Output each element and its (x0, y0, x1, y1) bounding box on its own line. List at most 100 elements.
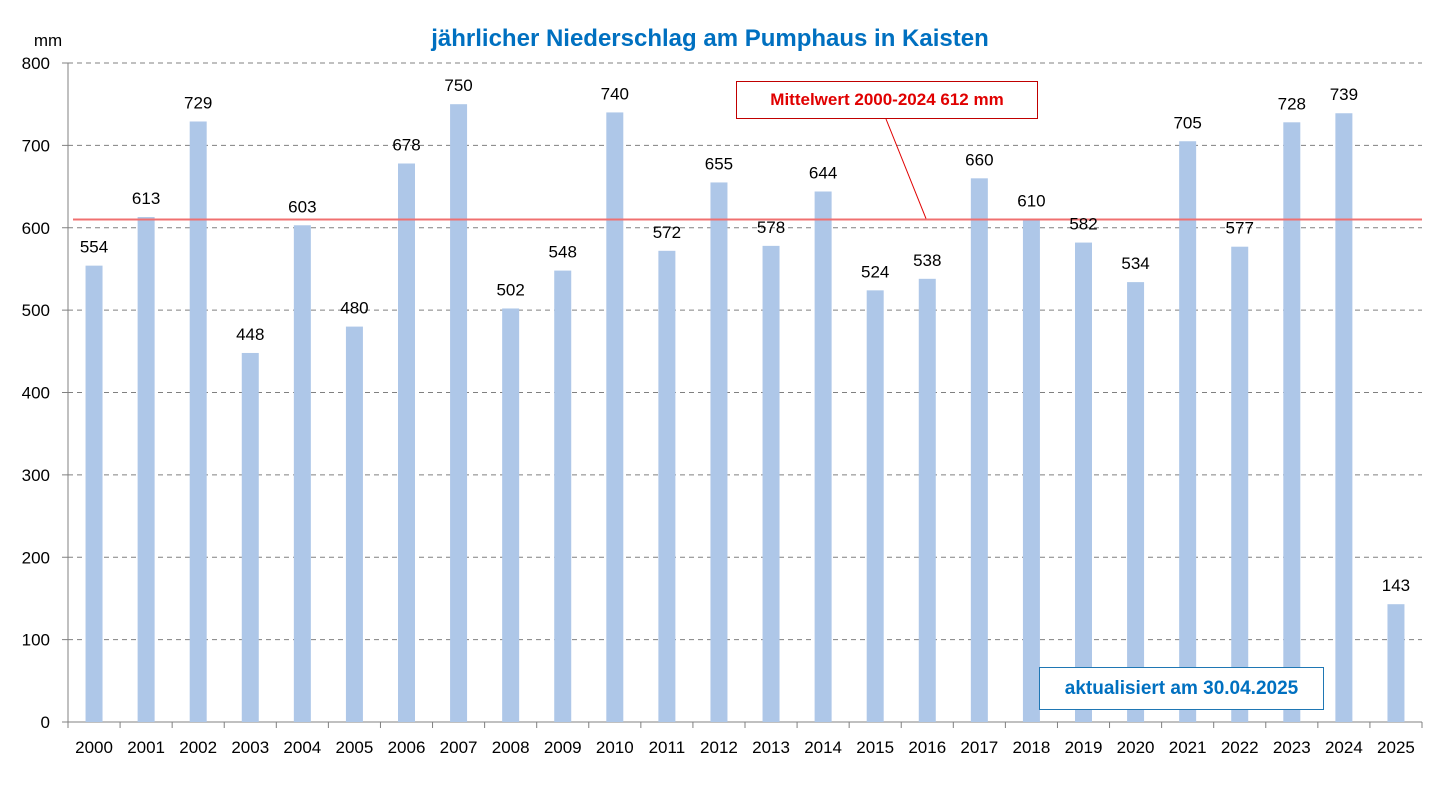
x-tick-label: 2008 (492, 738, 530, 757)
data-label: 548 (549, 243, 577, 262)
bar-2019 (1075, 242, 1092, 722)
x-tick-label: 2024 (1325, 738, 1363, 757)
y-tick-labels: 0 100 200 300 400 500 600 700 800 (22, 54, 50, 732)
x-tick-label: 2004 (283, 738, 321, 757)
bar-2008 (502, 308, 520, 722)
x-tick-label: 2003 (231, 738, 269, 757)
x-tick-label: 2007 (440, 738, 478, 757)
x-tick-label: 2005 (336, 738, 374, 757)
bar-2007 (450, 104, 468, 722)
y-tick-label: 300 (22, 466, 50, 485)
y-tick-label: 600 (22, 219, 50, 238)
bar-2023 (1283, 122, 1301, 722)
x-tick-label: 2010 (596, 738, 634, 757)
x-tick-label: 2012 (700, 738, 738, 757)
y-tick-label: 500 (22, 301, 50, 320)
y-tick-label: 0 (41, 713, 50, 732)
x-tick-labels: 2000 2001 2002 2003 2004 2005 2006 2007 2008 2009… (75, 738, 1415, 757)
y-tick-label: 200 (22, 548, 50, 567)
data-label: 740 (601, 84, 629, 103)
bar-2005 (345, 326, 363, 722)
data-label: 554 (80, 238, 108, 257)
data-label: 502 (496, 280, 524, 299)
mean-callout-leader (885, 118, 927, 219)
x-tick-label: 2019 (1065, 738, 1103, 757)
x-tick-label: 2015 (856, 738, 894, 757)
bar-2009 (554, 270, 572, 722)
bar-2024 (1335, 113, 1353, 722)
x-tick-label: 2018 (1013, 738, 1051, 757)
bar-2013 (762, 245, 780, 722)
x-tick-label: 2017 (960, 738, 998, 757)
bars (85, 104, 1405, 723)
data-label: 705 (1173, 113, 1201, 132)
y-tick-label: 100 (22, 631, 50, 650)
data-label: 603 (288, 197, 316, 216)
data-label: 480 (340, 299, 368, 318)
mean-annotation: Mittelwert 2000-2024 612 mm (736, 81, 1038, 119)
data-label: 678 (392, 135, 420, 154)
data-label: 660 (965, 150, 993, 169)
updated-note: aktualisiert am 30.04.2025 (1039, 667, 1324, 710)
x-tick-label: 2025 (1377, 738, 1415, 757)
bar-2017 (970, 178, 988, 722)
x-tick-label: 2006 (388, 738, 426, 757)
y-tick-label: 400 (22, 384, 50, 403)
bar-2010 (606, 112, 624, 723)
gridlines (68, 62, 1422, 641)
x-tick-label: 2000 (75, 738, 113, 757)
data-label: 524 (861, 262, 889, 281)
x-tick-label: 2020 (1117, 738, 1155, 757)
x-tick-label: 2023 (1273, 738, 1311, 757)
x-tick-label: 2014 (804, 738, 842, 757)
bar-2000 (85, 265, 103, 722)
data-label: 729 (184, 93, 212, 112)
bar-2003 (241, 352, 259, 722)
data-label: 582 (1069, 215, 1097, 234)
data-label: 728 (1278, 94, 1306, 113)
bar-2012 (710, 182, 728, 723)
data-label: 578 (757, 218, 785, 237)
x-tick-label: 2009 (544, 738, 582, 757)
x-tick-label: 2022 (1221, 738, 1259, 757)
y-tick-label: 700 (22, 136, 50, 155)
bar-2022 (1231, 246, 1249, 723)
bar-2004 (293, 225, 311, 722)
data-label: 644 (809, 164, 837, 183)
data-label: 143 (1382, 576, 1410, 595)
chart-title: jährlicher Niederschlag am Pumphaus in K… (430, 25, 989, 52)
bar-2025 (1387, 604, 1405, 722)
y-axis-label: mm (34, 31, 62, 50)
data-label: 538 (913, 251, 941, 270)
data-label: 739 (1330, 85, 1358, 104)
data-label: 613 (132, 189, 160, 208)
x-tick-label: 2002 (179, 738, 217, 757)
axes (62, 62, 1423, 728)
bar-2014 (814, 191, 832, 722)
bar-2015 (866, 290, 884, 722)
data-labels: 554 613 729 448 603 480 678 750 502 548 740 572 655 5… (80, 76, 1410, 595)
data-label: 534 (1121, 254, 1149, 273)
bar-2011 (658, 250, 676, 722)
bar-2021 (1179, 141, 1197, 723)
x-tick-label: 2013 (752, 738, 790, 757)
x-tick-label: 2021 (1169, 738, 1207, 757)
data-label: 655 (705, 154, 733, 173)
data-label: 750 (444, 76, 472, 95)
bar-2001 (137, 217, 155, 722)
mean-line-group (73, 118, 1422, 221)
bar-2016 (918, 278, 936, 722)
data-label: 448 (236, 325, 264, 344)
x-tick-label: 2016 (908, 738, 946, 757)
x-tick-label: 2011 (649, 738, 686, 757)
data-label: 577 (1226, 219, 1254, 238)
bar-2006 (398, 163, 415, 722)
bar-2002 (189, 121, 207, 722)
y-tick-label: 800 (22, 54, 50, 73)
data-label: 610 (1017, 192, 1045, 211)
bar-2018 (1022, 219, 1040, 722)
bar-2020 (1127, 282, 1145, 722)
x-tick-label: 2001 (127, 738, 165, 757)
data-label: 572 (653, 223, 681, 242)
